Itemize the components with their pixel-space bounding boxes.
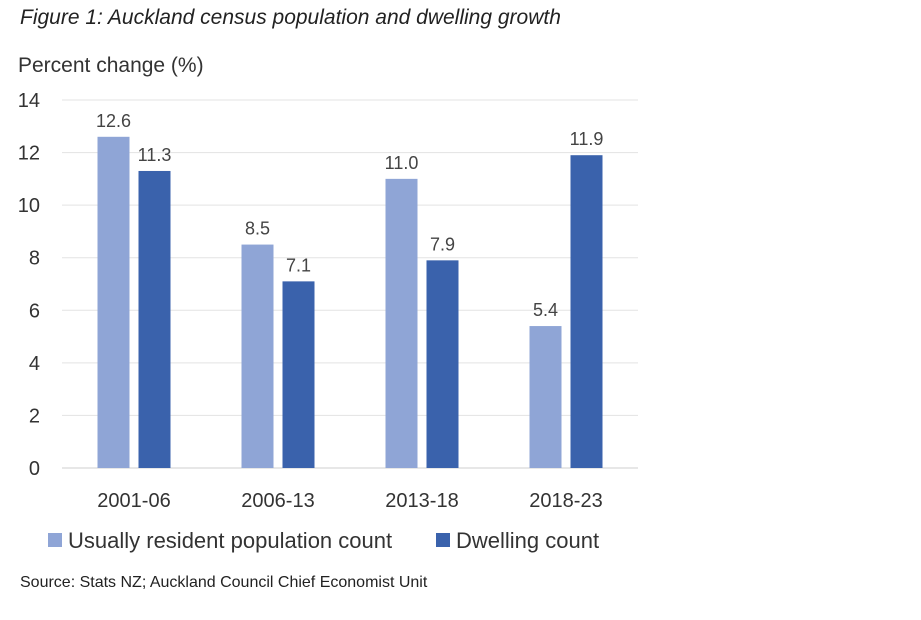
x-tick-label: 2001-06 (97, 490, 170, 512)
data-label: 8.5 (245, 219, 270, 239)
y-tick-label: 8 (29, 248, 40, 270)
y-tick-label: 2 (29, 405, 40, 427)
legend-label: Dwelling count (456, 528, 599, 553)
data-label: 12.6 (96, 111, 131, 131)
x-tick-label: 2018-23 (529, 490, 602, 512)
data-label: 11.9 (570, 129, 604, 149)
legend-swatch (48, 533, 62, 547)
y-tick-label: 10 (18, 195, 40, 217)
bar (385, 178, 418, 468)
source-note: Source: Stats NZ; Auckland Council Chief… (20, 574, 428, 591)
data-label: 11.0 (385, 153, 419, 173)
y-tick-label: 0 (29, 458, 40, 480)
y-tick-label: 6 (29, 300, 40, 322)
data-label: 7.9 (430, 234, 455, 254)
y-tick-label: 12 (18, 143, 40, 165)
bar (241, 244, 274, 468)
x-tick-label: 2013-18 (385, 490, 458, 512)
bar (570, 155, 603, 468)
data-label: 11.3 (138, 145, 172, 165)
y-axis-label: Percent change (%) (18, 54, 204, 77)
data-label: 7.1 (286, 255, 311, 275)
legend-label: Usually resident population count (68, 528, 392, 553)
bar (97, 136, 130, 469)
data-label: 5.4 (533, 300, 558, 320)
bar (282, 281, 315, 468)
bar (529, 326, 562, 468)
x-tick-label: 2006-13 (241, 490, 314, 512)
bar (426, 260, 459, 468)
legend-swatch (436, 533, 450, 547)
y-tick-label: 14 (18, 90, 40, 112)
y-tick-label: 4 (29, 353, 40, 375)
chart-title: Figure 1: Auckland census population and… (20, 6, 561, 29)
bar (138, 170, 171, 468)
